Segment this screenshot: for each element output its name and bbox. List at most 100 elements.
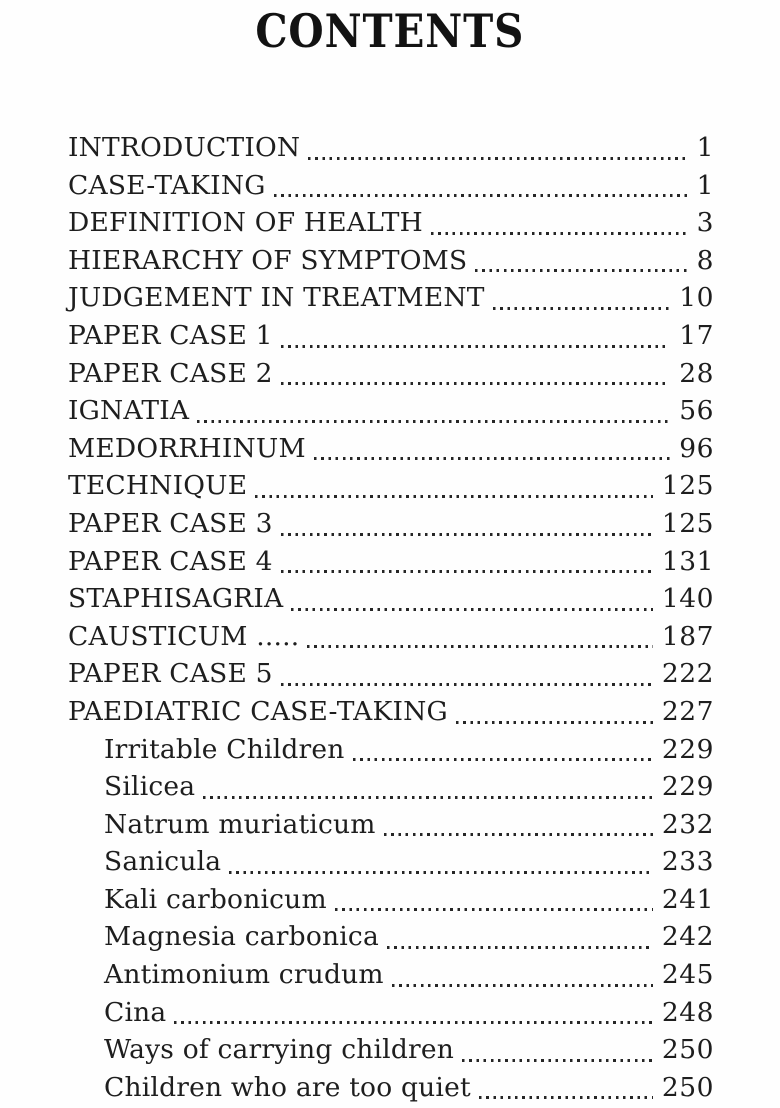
dot-leader <box>391 983 653 987</box>
toc-entry-page: 140 <box>661 583 714 615</box>
toc-entry-title: Natrum muriaticum <box>104 808 376 840</box>
toc-entry: TECHNIQUE 125 <box>68 467 714 505</box>
dot-leader <box>229 870 653 874</box>
dot-leader <box>386 946 653 950</box>
toc-entry: Natrum muriaticum 232 <box>68 806 714 844</box>
toc-entry-title: PAPER CASE 1 <box>68 319 273 351</box>
toc-entry: PAPER CASE 2 28 <box>68 355 714 393</box>
toc-entry-title: JUDGEMENT IN TREATMENT <box>68 282 485 314</box>
toc-entry-title: Magnesia carbonica <box>104 921 379 953</box>
toc-entry-page: 56 <box>679 395 714 427</box>
toc-entry-title: DEFINITION OF HEALTH <box>68 207 423 239</box>
toc-entry-title: MEDORRHINUM <box>68 432 306 464</box>
dot-leader <box>203 795 653 799</box>
toc-entry-title: HIERARCHY OF SYMPTOMS <box>68 244 468 276</box>
toc-entry: PAPER CASE 4 131 <box>68 543 714 581</box>
toc-entry-title: PAPER CASE 5 <box>68 658 273 690</box>
dot-leader <box>475 269 688 273</box>
dot-leader <box>352 758 653 762</box>
toc-entry: Children who are too quiet 250 <box>68 1069 714 1107</box>
toc-entry-page: 245 <box>661 959 714 991</box>
toc-entry-title: STAPHISAGRIA <box>68 583 284 615</box>
toc-entry-page: 250 <box>661 1071 714 1103</box>
dot-leader <box>174 1021 653 1025</box>
toc-entry-page: 242 <box>661 921 714 953</box>
dot-leader <box>308 156 688 160</box>
toc-entry: CASE-TAKING 1 <box>68 167 714 205</box>
toc-entry-page: 232 <box>661 808 714 840</box>
toc-entry-page: 229 <box>661 771 714 803</box>
toc-entry: Sanicula 233 <box>68 843 714 881</box>
toc-entry-page: 1 <box>696 169 714 201</box>
toc-entry-page: 248 <box>661 996 714 1028</box>
toc-entry: DEFINITION OF HEALTH 3 <box>68 204 714 242</box>
dot-leader <box>197 419 671 423</box>
toc-entry: CAUSTICUM ..... 187 <box>68 618 714 656</box>
toc-entry-page: 131 <box>661 545 714 577</box>
toc-entry: PAEDIATRIC CASE-TAKING 227 <box>68 693 714 731</box>
dot-leader <box>383 833 653 837</box>
toc-entry-title: IGNATIA <box>68 395 190 427</box>
toc-entry-title: INTRODUCTION <box>68 132 301 163</box>
dot-leader <box>280 570 653 574</box>
toc-list: INTRODUCTION 1 CASE-TAKING 1 DEFINITION … <box>68 129 714 1106</box>
toc-entry-title: PAPER CASE 4 <box>68 545 273 577</box>
toc-entry: PAPER CASE 3 125 <box>68 505 714 543</box>
toc-entry-title: Antimonium crudum <box>104 959 384 991</box>
dot-leader <box>255 494 653 498</box>
dot-leader <box>313 457 671 461</box>
toc-entry: Magnesia carbonica 242 <box>68 918 714 956</box>
dot-leader <box>291 607 653 611</box>
dot-leader <box>334 908 653 912</box>
dot-leader <box>280 682 653 686</box>
toc-entry: PAPER CASE 1 17 <box>68 317 714 355</box>
toc-entry-page: 187 <box>661 620 714 652</box>
toc-entry: Kali carbonicum 241 <box>68 881 714 919</box>
toc-entry-title: TECHNIQUE <box>68 470 248 502</box>
dot-leader <box>462 1058 653 1062</box>
toc-entry-title: PAPER CASE 2 <box>68 357 273 389</box>
page-title: CONTENTS <box>255 4 525 58</box>
toc-entry: IGNATIA 56 <box>68 392 714 430</box>
toc-entry-title: PAPER CASE 3 <box>68 507 273 539</box>
toc-entry-page: 8 <box>696 244 714 276</box>
toc-entry: MEDORRHINUM 96 <box>68 430 714 468</box>
toc-entry: Antimonium crudum 245 <box>68 956 714 994</box>
toc-entry-page: 96 <box>679 432 714 464</box>
toc-entry: Ways of carrying children 250 <box>68 1031 714 1069</box>
toc-entry-page: 233 <box>661 846 714 878</box>
toc-entry-page: 10 <box>679 282 714 314</box>
toc-entry: Irritable Children 229 <box>68 731 714 769</box>
toc-entry-title: Sanicula <box>104 846 222 878</box>
toc-entry-title: PAEDIATRIC CASE-TAKING <box>68 695 448 727</box>
dot-leader <box>273 194 688 198</box>
dot-leader <box>492 306 671 310</box>
toc-entry-page: 241 <box>661 883 714 915</box>
toc-entry: HIERARCHY OF SYMPTOMS 8 <box>68 242 714 280</box>
toc-entry-title: CASE-TAKING <box>68 169 266 201</box>
title-area: CONTENTS <box>0 0 780 58</box>
toc-entry: PAPER CASE 5 222 <box>68 655 714 693</box>
dot-leader <box>478 1096 653 1100</box>
toc-entry-page: 125 <box>661 470 714 502</box>
toc-entry: STAPHISAGRIA 140 <box>68 580 714 618</box>
dot-leader <box>280 344 671 348</box>
toc-entry-title: Cina <box>104 996 167 1028</box>
toc-entry-page: 1 <box>696 132 714 163</box>
toc-entry-page: 222 <box>661 658 714 690</box>
toc-entry: Cina 248 <box>68 994 714 1032</box>
toc-entry-page: 227 <box>661 695 714 727</box>
toc-entry-page: 229 <box>661 733 714 765</box>
toc-entry: INTRODUCTION 1 <box>68 129 714 167</box>
toc-entry-page: 125 <box>661 507 714 539</box>
dot-leader <box>307 645 653 649</box>
toc-entry-title: CAUSTICUM ..... <box>68 620 300 652</box>
toc-entry: JUDGEMENT IN TREATMENT 10 <box>68 279 714 317</box>
toc-entry-title: Children who are too quiet <box>104 1071 471 1103</box>
dot-leader <box>280 382 671 386</box>
toc-entry-page: 250 <box>661 1034 714 1066</box>
toc-entry-title: Ways of carrying children <box>104 1034 455 1066</box>
toc-entry-title: Kali carbonicum <box>104 883 327 915</box>
toc-entry: Silicea 229 <box>68 768 714 806</box>
